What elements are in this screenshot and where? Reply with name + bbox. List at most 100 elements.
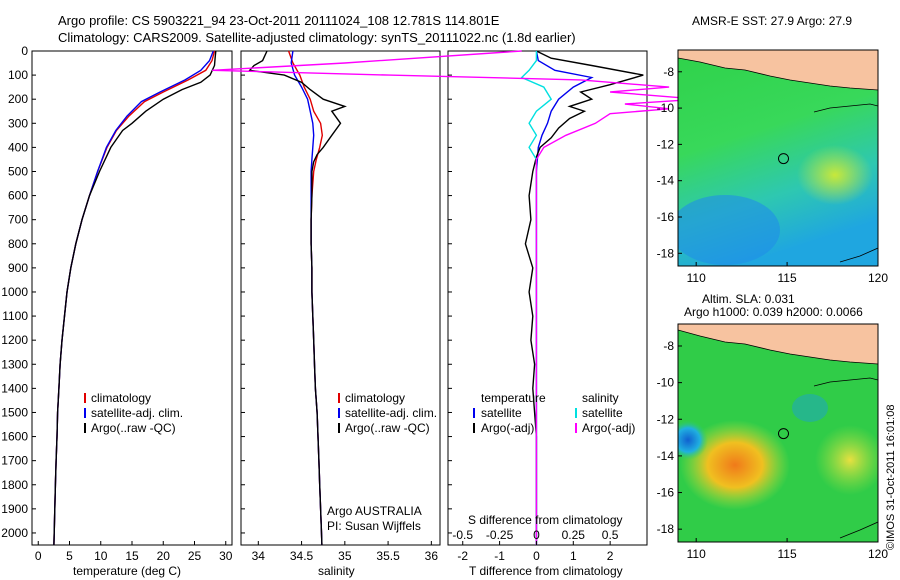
temperature-x-tick-label: 25 [188,549,202,563]
legend-label-s-satellite: satellite [582,406,623,420]
depth-tick-label: 1600 [1,430,28,444]
map-lat-tick-label: -10 [657,376,675,390]
map-lon-tick-label: 110 [687,271,706,285]
temperature-line-argo [53,50,217,546]
legend-label-satellite: satellite-adj. clim. [345,406,437,420]
temperature-line-satellite [53,50,214,546]
temperature-series [53,50,217,546]
depth-tick-label: 1500 [1,405,28,419]
sst-land-java [678,50,878,91]
depth-tick-label: 200 [8,92,28,106]
map-lat-tick-label: -18 [657,522,675,536]
difference-panel [447,50,648,546]
sst-coastline [813,103,878,113]
salinity-legend: climatology satellite-adj. clim. Argo(..… [338,391,437,435]
temperature-panel [31,50,233,546]
sst-cool-patch [678,195,780,265]
sla-argo-location-marker [778,428,789,440]
salinity-line-satellite [290,50,323,546]
salinity-x-tick-label: 34.5 [290,549,314,563]
sst-coastline-south [839,247,878,263]
difference-series [212,50,699,545]
depth-tick-label: 500 [8,164,28,178]
map-lat-tick-label: -14 [657,449,675,463]
salinity-x-tick-label: 34 [252,549,266,563]
map-lon-tick-label: 110 [687,547,706,561]
s-diff-x-tick-label: -0.5 [452,528,473,542]
t-diff-x-tick-label: 1 [570,549,577,563]
map-lat-tick-label: -18 [657,246,675,260]
depth-tick-label: 1000 [1,285,28,299]
legend-label-s-argo: Argo(-adj) [582,421,635,435]
depth-tick-label: 2000 [1,526,28,540]
legend-label-argo: Argo(..raw -QC) [91,421,176,435]
depth-tick-label: 1700 [1,454,28,468]
s-difference-label: S difference from climatology [468,513,623,527]
temperature-x-tick-label: 20 [157,549,171,563]
t-difference-label: T difference from climatology [469,564,623,578]
depth-tick-label: 0 [21,44,28,58]
map-lon-tick-label: 115 [778,271,797,285]
difference-line-s-argo [212,50,699,545]
map-lon-tick-label: 120 [868,547,888,561]
legend-header-temperature: temperature [481,391,546,405]
salinity-panel [240,50,441,546]
sst-warm-patch [797,145,873,205]
argo-country-annotation: Argo AUSTRALIA [327,504,422,518]
temperature-x-tick-label: 10 [94,549,108,563]
depth-tick-label: 700 [8,213,28,227]
axes-ticks: 0100200300400500600700800900100011001200… [1,44,619,563]
map-axes: 110 115 120 -8 -10 -12 -14 -16 -18 110 115 120 -8 -10… [657,65,889,561]
sla-yellow-patch [815,425,878,495]
difference-line-t-satellite [535,50,594,545]
difference-line-t-argo [524,50,644,545]
depth-tick-label: 1100 [2,309,28,323]
legend-label-climatology: climatology [345,391,405,405]
depth-tick-label: 1300 [1,357,28,371]
map-lat-tick-label: -8 [663,339,674,353]
t-diff-x-tick-label: -2 [457,549,468,563]
sla-map-title-line2: Argo h1000: 0.039 h2000: 0.0066 [684,305,863,319]
depth-tick-label: 800 [8,237,28,251]
depth-tick-label: 100 [8,68,28,82]
sst-argo-location-marker [778,153,789,165]
legend-label-climatology: climatology [91,391,151,405]
sla-map-frame [677,323,879,543]
temperature-xlabel: temperature (deg C) [73,564,181,578]
salinity-x-tick-label: 35.5 [376,549,400,563]
difference-line-s-satellite [520,51,553,545]
sst-map-title: AMSR-E SST: 27.9 Argo: 27.9 [692,14,852,28]
figure-title-line1: Argo profile: CS 5903221_94 23-Oct-2011 … [58,13,500,28]
depth-tick-label: 600 [8,189,28,203]
sla-map-title-line1: Altim. SLA: 0.031 [702,292,795,306]
depth-tick-label: 1200 [1,333,28,347]
s-diff-x-tick-label: -0.25 [486,528,514,542]
map-lat-tick-label: -16 [657,210,675,224]
depth-tick-label: 1800 [1,478,28,492]
map-lat-tick-label: -8 [663,65,674,79]
map-lat-tick-label: -12 [657,137,675,151]
sla-land-java [678,324,878,365]
map-lat-tick-label: -10 [657,101,675,115]
map-lon-tick-label: 120 [868,271,888,285]
sla-coastline [813,377,878,387]
sla-low-patch-2 [792,394,828,422]
temperature-x-tick-label: 0 [35,549,42,563]
sla-map [678,324,878,542]
legend-header-salinity: salinity [582,391,619,405]
sst-map-frame [677,49,879,267]
t-diff-x-tick-label: 2 [607,549,614,563]
temperature-x-tick-label: 30 [219,549,233,563]
sla-low-patch [678,420,708,460]
legend-label-satellite: satellite-adj. clim. [91,406,183,420]
temperature-legend: climatology satellite-adj. clim. Argo(..… [84,391,183,435]
legend-label-t-satellite: satellite [481,406,522,420]
salinity-xlabel: salinity [318,564,355,578]
depth-tick-label: 1900 [1,502,28,516]
s-diff-x-tick-label: 0.25 [562,528,586,542]
temperature-x-tick-label: 5 [66,549,73,563]
salinity-x-tick-label: 36 [425,549,439,563]
argo-pi-annotation: PI: Susan Wijffels [327,519,421,533]
salinity-line-climatology [287,50,324,546]
